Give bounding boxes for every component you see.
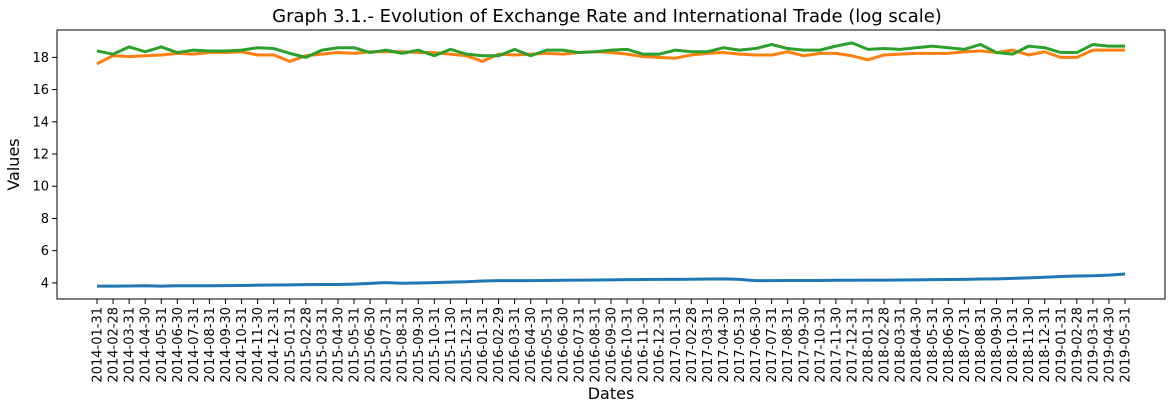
x-tick-label: 2014-11-30 — [251, 307, 266, 383]
x-tick-label: 2016-04-30 — [524, 307, 539, 383]
x-tick-label: 2016-10-31 — [621, 307, 636, 383]
x-tick-label: 2017-10-31 — [813, 307, 828, 383]
x-tick-label: 2018-07-31 — [958, 307, 973, 383]
x-tick-label: 2015-04-30 — [331, 307, 346, 383]
x-axis-title: Dates — [588, 384, 635, 403]
x-tick-label: 2018-01-31 — [862, 307, 877, 383]
x-tick-label: 2017-04-30 — [717, 307, 732, 383]
y-tick-label: 8 — [41, 212, 49, 227]
x-tick-label: 2014-05-31 — [155, 307, 170, 383]
series-line-exports — [96, 41, 1125, 59]
x-tick-label: 2015-01-31 — [283, 307, 298, 383]
y-axis-title: Values — [4, 138, 23, 190]
x-tick-label: 2015-12-31 — [460, 307, 475, 383]
y-tick-label: 16 — [32, 83, 49, 98]
x-tick-label: 2014-01-31 — [91, 307, 106, 383]
series-line-exchange-rate — [97, 272, 1126, 288]
y-tick-label: 6 — [41, 244, 49, 259]
x-tick-label: 2014-02-28 — [107, 307, 122, 383]
x-tick-label: 2018-08-31 — [974, 307, 989, 383]
x-tick-label: 2015-09-30 — [412, 307, 427, 383]
x-tick-label: 2017-01-31 — [669, 307, 684, 383]
x-tick-label: 2018-10-31 — [1006, 307, 1021, 383]
x-tick-label: 2017-03-31 — [701, 307, 716, 383]
x-tick-label: 2018-02-28 — [878, 307, 893, 383]
x-tick-label: 2019-04-30 — [1102, 307, 1117, 383]
x-tick-label: 2015-05-31 — [348, 307, 363, 383]
x-tick-label: 2017-11-30 — [829, 307, 844, 383]
plot-content — [96, 41, 1126, 288]
x-tick-label: 2016-09-30 — [605, 307, 620, 383]
x-tick-label: 2019-01-31 — [1054, 307, 1069, 383]
x-tick-label: 2018-11-30 — [1022, 307, 1037, 383]
x-tick-label: 2018-03-31 — [894, 307, 909, 383]
x-tick-label: 2014-06-30 — [171, 307, 186, 383]
x-tick-label: 2016-05-31 — [540, 307, 555, 383]
x-tick-label: 2018-12-31 — [1038, 307, 1053, 383]
y-tick-label: 14 — [32, 115, 49, 130]
x-tick-label: 2016-12-31 — [653, 307, 668, 383]
plot-frame — [56, 29, 1166, 300]
x-tick-label: 2015-06-30 — [364, 307, 379, 383]
x-tick-label: 2016-03-31 — [508, 307, 523, 383]
x-tick-label: 2018-05-31 — [926, 307, 941, 383]
x-tick-label: 2018-04-30 — [910, 307, 925, 383]
x-tick-label: 2017-08-31 — [781, 307, 796, 383]
x-tick-label: 2019-02-28 — [1070, 307, 1085, 383]
x-tick-label: 2017-05-31 — [733, 307, 748, 383]
x-tick-label: 2015-02-28 — [299, 307, 314, 383]
x-tick-label: 2016-06-30 — [556, 307, 571, 383]
x-tick-label: 2016-02-29 — [492, 307, 507, 383]
x-tick-label: 2014-10-31 — [235, 307, 250, 383]
x-tick-label: 2014-07-31 — [187, 307, 202, 383]
y-tick-label: 4 — [41, 276, 49, 291]
y-tick-label: 10 — [32, 180, 49, 195]
x-tick-label: 2016-07-31 — [572, 307, 587, 383]
y-tick-label: 18 — [32, 51, 49, 66]
x-tick-label: 2019-05-31 — [1119, 307, 1134, 383]
x-tick-label: 2018-09-30 — [990, 307, 1005, 383]
x-tick-label: 2015-03-31 — [315, 307, 330, 383]
x-tick-label: 2014-08-31 — [203, 307, 218, 383]
x-tick-label: 2017-06-30 — [749, 307, 764, 383]
chart-title: Graph 3.1.- Evolution of Exchange Rate a… — [272, 6, 942, 27]
x-tick-label: 2017-12-31 — [845, 307, 860, 383]
x-tick-label: 2017-09-30 — [797, 307, 812, 383]
series-line-imports — [96, 48, 1125, 66]
x-tick-label: 2015-11-30 — [444, 307, 459, 383]
x-axis: 2014-01-31 2014-02-28 2014-03-31 2014-04-30… — [91, 299, 1134, 383]
y-axis: 4 6 8 10 12 14 16 18 — [32, 51, 57, 291]
x-tick-label: 2014-09-30 — [219, 307, 234, 383]
x-tick-label: 2014-03-31 — [123, 307, 138, 383]
x-tick-label: 2014-04-30 — [139, 307, 154, 383]
x-tick-label: 2018-06-30 — [942, 307, 957, 383]
x-tick-label: 2015-10-31 — [428, 307, 443, 383]
x-tick-label: 2016-11-30 — [637, 307, 652, 383]
x-tick-label: 2016-08-31 — [588, 307, 603, 383]
y-tick-label: 12 — [32, 148, 49, 163]
x-tick-label: 2019-03-31 — [1086, 307, 1101, 383]
x-tick-label: 2015-08-31 — [396, 307, 411, 383]
x-tick-label: 2017-07-31 — [765, 307, 780, 383]
x-tick-label: 2017-02-28 — [685, 307, 700, 383]
x-tick-label: 2014-12-31 — [267, 307, 282, 383]
x-tick-label: 2015-07-31 — [380, 307, 395, 383]
x-tick-label: 2016-01-31 — [476, 307, 491, 383]
